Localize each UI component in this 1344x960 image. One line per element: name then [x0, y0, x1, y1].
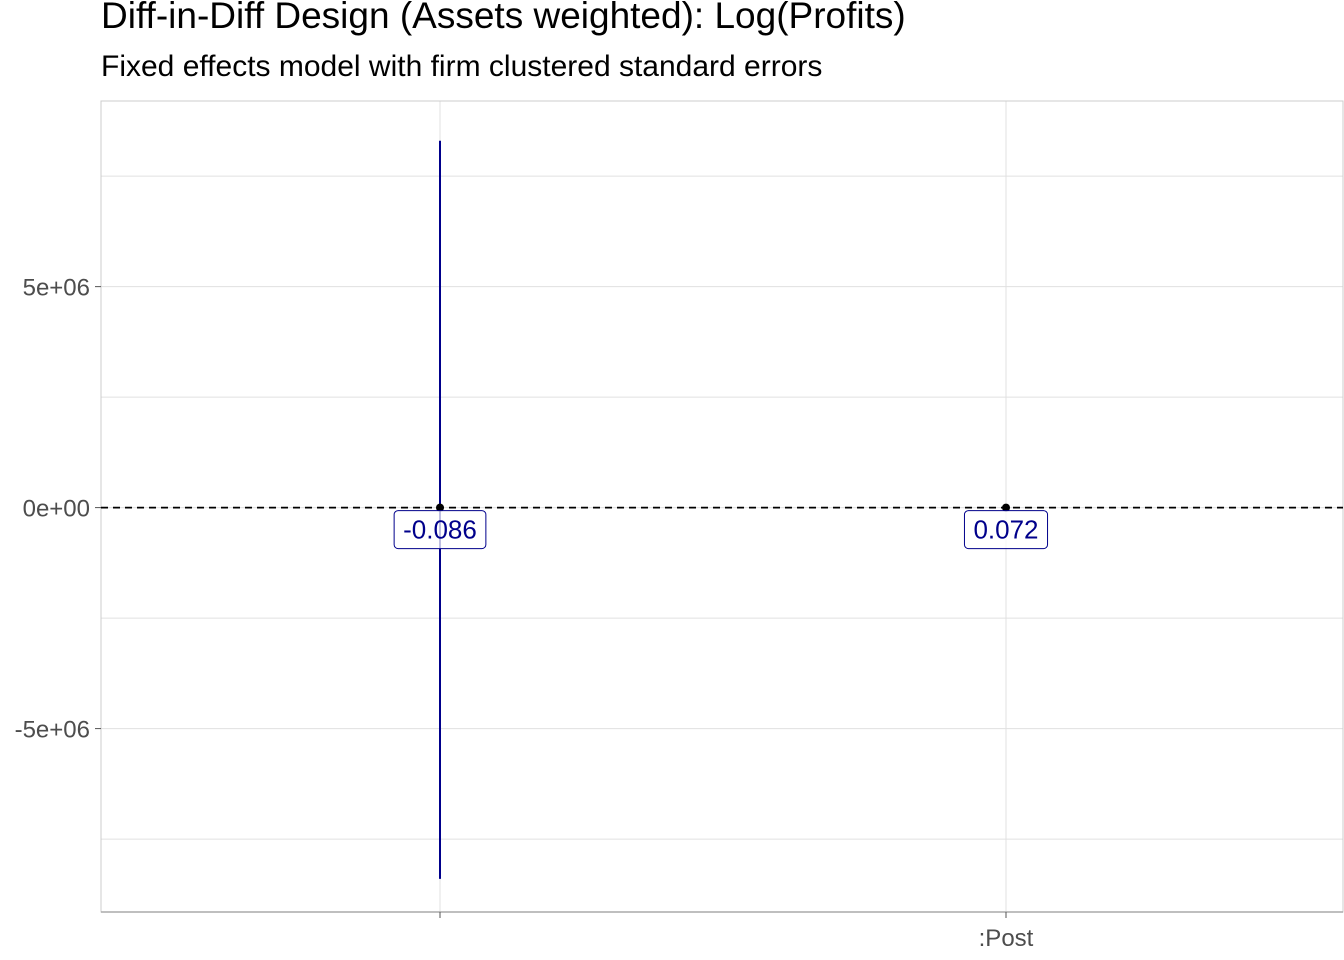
estimate-label: 0.072	[963, 510, 1049, 550]
estimate-label-box	[963, 510, 1049, 550]
point-estimate	[436, 503, 444, 512]
point-estimate	[1002, 503, 1010, 512]
panel-border	[100, 100, 1344, 913]
chart-title: Diff-in-Diff Design (Assets weighted): L…	[101, 0, 906, 36]
estimate-label-text: -0.086	[403, 515, 477, 545]
y-tick-label: -5e+06	[15, 717, 90, 744]
chart-subtitle: Fixed effects model with firm clustered …	[101, 50, 823, 83]
x-tick-label: :Post	[979, 925, 1034, 952]
axes: 5e+06 0e+00 -5e+06 :Post	[15, 275, 1034, 952]
y-tick-label: 5e+06	[23, 275, 90, 302]
estimate-label: -0.086	[393, 510, 487, 550]
estimate-label-text: 0.072	[973, 515, 1038, 545]
estimate-label-box	[393, 510, 487, 550]
grid	[101, 101, 1343, 912]
y-tick-label: 0e+00	[23, 496, 90, 523]
marks: -0.086 0.072	[393, 140, 1049, 879]
